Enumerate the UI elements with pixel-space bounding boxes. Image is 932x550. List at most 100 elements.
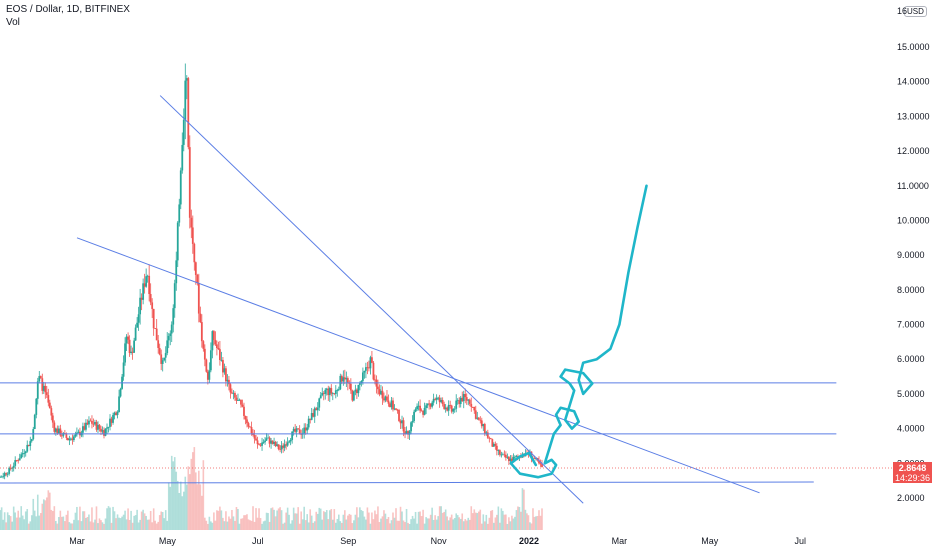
volume-bar [271, 507, 274, 530]
x-tick-label: Mar [612, 536, 628, 546]
candle-body [357, 384, 360, 394]
candle-body [36, 381, 39, 399]
volume-bar [175, 471, 178, 530]
volume-bar [253, 521, 256, 530]
candle-body [149, 294, 152, 303]
candle-body [265, 438, 268, 441]
horizontal-line-lower[interactable] [0, 481, 814, 484]
volume-bar [208, 516, 211, 530]
volume-bar [527, 515, 530, 530]
volume-bar [149, 510, 152, 530]
y-tick-label: 15.0000 [897, 42, 930, 52]
candle-body [243, 406, 245, 416]
candle-body [336, 390, 339, 391]
candle-body [283, 444, 286, 448]
volume-bar [12, 506, 15, 530]
volume-bar [452, 519, 454, 530]
volume-bar [98, 518, 101, 530]
volume-bar [307, 522, 310, 530]
candle-body [136, 322, 139, 328]
volume-bar [306, 514, 308, 530]
candle-body [297, 428, 300, 430]
candle-body [413, 411, 415, 421]
candle-body [185, 78, 188, 81]
candle-body [507, 456, 510, 462]
candle-body [333, 393, 336, 395]
volume-bar [446, 516, 448, 530]
candle-body [122, 362, 125, 377]
candle-body [69, 438, 72, 440]
candle-body [100, 428, 102, 432]
volume-bar [494, 517, 497, 530]
volume-bar [160, 511, 162, 530]
time-axis[interactable]: Mar May Jul Sep Nov 2022 Mar May Jul [69, 536, 806, 546]
volume-bar [104, 518, 107, 530]
volume-bar [485, 514, 488, 530]
candle-body [450, 405, 453, 412]
candle-body [2, 476, 5, 478]
volume-bar [512, 518, 515, 530]
candle-body [107, 426, 110, 428]
volume-bar [163, 518, 166, 530]
candle-body [407, 431, 409, 435]
volume-bar [6, 512, 9, 530]
volume-bar [316, 513, 319, 530]
candle-body [256, 440, 259, 445]
volume-bar [395, 508, 397, 530]
x-tick-label: 2022 [519, 536, 539, 546]
candle-body [139, 297, 142, 315]
candle-body [226, 379, 229, 382]
volume-bar [65, 514, 68, 530]
volume-bar [21, 515, 24, 530]
candle-body [429, 403, 432, 407]
candle-body [145, 276, 148, 287]
candle-body [240, 399, 242, 405]
candle-body [188, 147, 191, 218]
volume-bar [304, 520, 307, 530]
candle-body [404, 431, 406, 435]
volume-bar [491, 510, 494, 530]
currency-label[interactable]: USD [904, 6, 927, 17]
candle-body [68, 438, 71, 441]
volume-bar [500, 508, 503, 530]
volume-bar [187, 466, 190, 530]
candle-body [488, 437, 491, 439]
volume-bar [477, 511, 480, 530]
volume-bar [327, 519, 330, 530]
volume-bar [11, 521, 13, 530]
candle-body [486, 432, 489, 438]
volume-bar [474, 512, 477, 530]
candle-body [259, 444, 262, 446]
candle-body [9, 467, 12, 469]
volume-bar [426, 518, 429, 530]
candle-body [57, 428, 60, 434]
trend-line-descending-shallow[interactable] [76, 237, 760, 494]
candle-body [515, 455, 518, 457]
projection-drawing[interactable] [509, 184, 648, 479]
candle-body [264, 440, 266, 443]
volume-bar [211, 522, 214, 530]
volume-bar [97, 523, 99, 530]
volume-bar [359, 507, 361, 530]
volume-bar [145, 515, 147, 530]
y-tick-label: 2.0000 [897, 493, 925, 503]
candle-body [42, 385, 45, 391]
candle-body [351, 390, 354, 401]
volume-indicator-label[interactable]: Vol [6, 17, 20, 28]
volume-bar [539, 515, 542, 530]
candle-body [215, 344, 218, 348]
price-axis[interactable]: 2.00003.00004.00005.00006.00007.00008.00… [897, 6, 930, 503]
volume-bar [334, 522, 337, 530]
volume-bar [484, 521, 486, 530]
volume-bar [167, 482, 170, 530]
candle-body [389, 403, 391, 408]
volume-bar [190, 458, 193, 530]
candle-body [480, 420, 483, 427]
volume-bar [262, 521, 265, 530]
candle-body [41, 378, 44, 391]
trend-line-descending-steep[interactable] [159, 95, 584, 504]
volume-bar [440, 506, 442, 530]
candle-body [342, 377, 345, 382]
volume-bar [121, 516, 123, 530]
